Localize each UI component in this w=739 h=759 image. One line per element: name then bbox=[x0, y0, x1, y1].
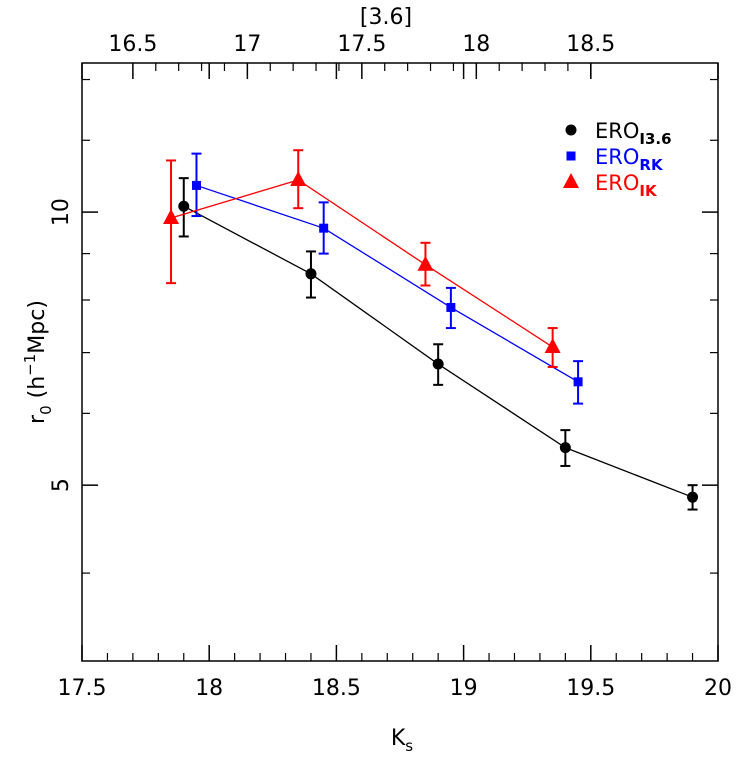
data-point bbox=[191, 180, 201, 190]
data-point bbox=[178, 200, 190, 212]
x-axis-label: Ks bbox=[391, 726, 413, 755]
data-point bbox=[687, 491, 699, 503]
top-tick-label: 18 bbox=[462, 32, 490, 57]
legend-marker bbox=[565, 124, 577, 136]
series-layer bbox=[163, 149, 699, 511]
series-line bbox=[170, 179, 553, 348]
data-point bbox=[544, 338, 561, 354]
plot-frame bbox=[81, 62, 719, 662]
series-rk bbox=[191, 152, 584, 405]
y-tick-label: 10 bbox=[49, 198, 74, 226]
data-point bbox=[305, 268, 317, 280]
x-tick-label: 19.5 bbox=[566, 676, 615, 701]
data-point bbox=[432, 358, 444, 370]
legend-marker bbox=[563, 173, 579, 188]
x-tick-label: 19 bbox=[450, 676, 478, 701]
legend-label: EROI3.6 bbox=[595, 119, 672, 148]
x-tick-label: 17.5 bbox=[58, 676, 107, 701]
data-point bbox=[163, 209, 180, 225]
legend-label: ERORK bbox=[595, 145, 664, 174]
data-point bbox=[559, 442, 571, 454]
axis-tick-labels: 17.5 18 18.5 19 19.5 20 16.5 17 17.5 18 18.5 5 10 bbox=[49, 32, 732, 701]
top-axis-label: [3.6] bbox=[360, 5, 412, 30]
y-tick-label: 5 bbox=[49, 478, 74, 492]
x-tick-label: 20 bbox=[704, 676, 732, 701]
x-tick-label: 18 bbox=[195, 676, 223, 701]
top-tick-label: 18.5 bbox=[566, 32, 615, 57]
data-point bbox=[573, 377, 583, 387]
legend-marker bbox=[566, 151, 576, 161]
series-i36 bbox=[178, 177, 699, 511]
data-point bbox=[446, 302, 456, 312]
data-point bbox=[290, 170, 307, 186]
x-tick-label: 18.5 bbox=[312, 676, 361, 701]
data-point bbox=[417, 255, 434, 271]
legend-label: EROIK bbox=[595, 171, 658, 200]
axis-ticks bbox=[81, 63, 719, 661]
y-axis-label: r0 (h−1Mpc) bbox=[21, 300, 55, 424]
data-point bbox=[319, 223, 329, 233]
series-line bbox=[196, 184, 579, 383]
top-tick-label: 16.5 bbox=[108, 32, 157, 57]
series-ik bbox=[163, 149, 561, 368]
top-tick-label: 17 bbox=[233, 32, 261, 57]
top-tick-label: 17.5 bbox=[337, 32, 386, 57]
